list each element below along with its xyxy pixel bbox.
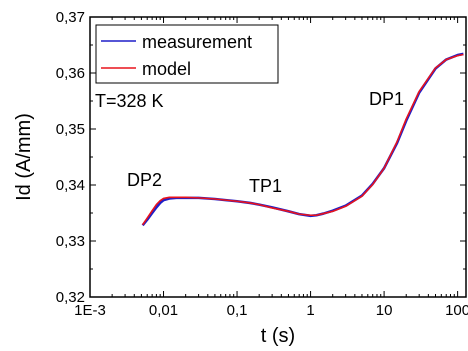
annotation-temperature: T=328 K <box>95 91 164 111</box>
y-tick-label: 0,37 <box>56 9 85 26</box>
y-tick-label: 0,32 <box>56 289 85 306</box>
x-tick-label: 1 <box>306 302 314 319</box>
y-tick-label: 0,33 <box>56 233 85 250</box>
x-tick-label: 0,01 <box>149 302 178 319</box>
legend: measurement model <box>95 24 279 84</box>
y-axis-title: Id (A/mm) <box>13 113 35 201</box>
x-tick-label: 1E-3 <box>74 302 106 319</box>
axis-ticks: 0,32 0,33 0,34 0,35 0,36 0,37 1E-3 0,01 0,1 1 10 10… <box>56 9 468 319</box>
legend-label-measurement: measurement <box>142 32 252 52</box>
x-tick-label: 10 <box>376 302 393 319</box>
annotation-dp1: DP1 <box>369 89 404 109</box>
series-line-model <box>141 53 464 226</box>
series-lines <box>141 52 464 227</box>
y-tick-label: 0,34 <box>56 177 85 194</box>
x-tick-label: 100 <box>445 302 468 319</box>
x-tick-label: 0,1 <box>227 302 248 319</box>
legend-label-model: model <box>142 59 191 79</box>
y-tick-label: 0,36 <box>56 65 85 82</box>
legend-box <box>95 24 279 84</box>
y-tick-label: 0,35 <box>56 121 85 138</box>
annotation-dp2: DP2 <box>127 170 162 190</box>
x-axis-title: t (s) <box>261 325 295 347</box>
annotation-tp1: TP1 <box>249 176 282 196</box>
